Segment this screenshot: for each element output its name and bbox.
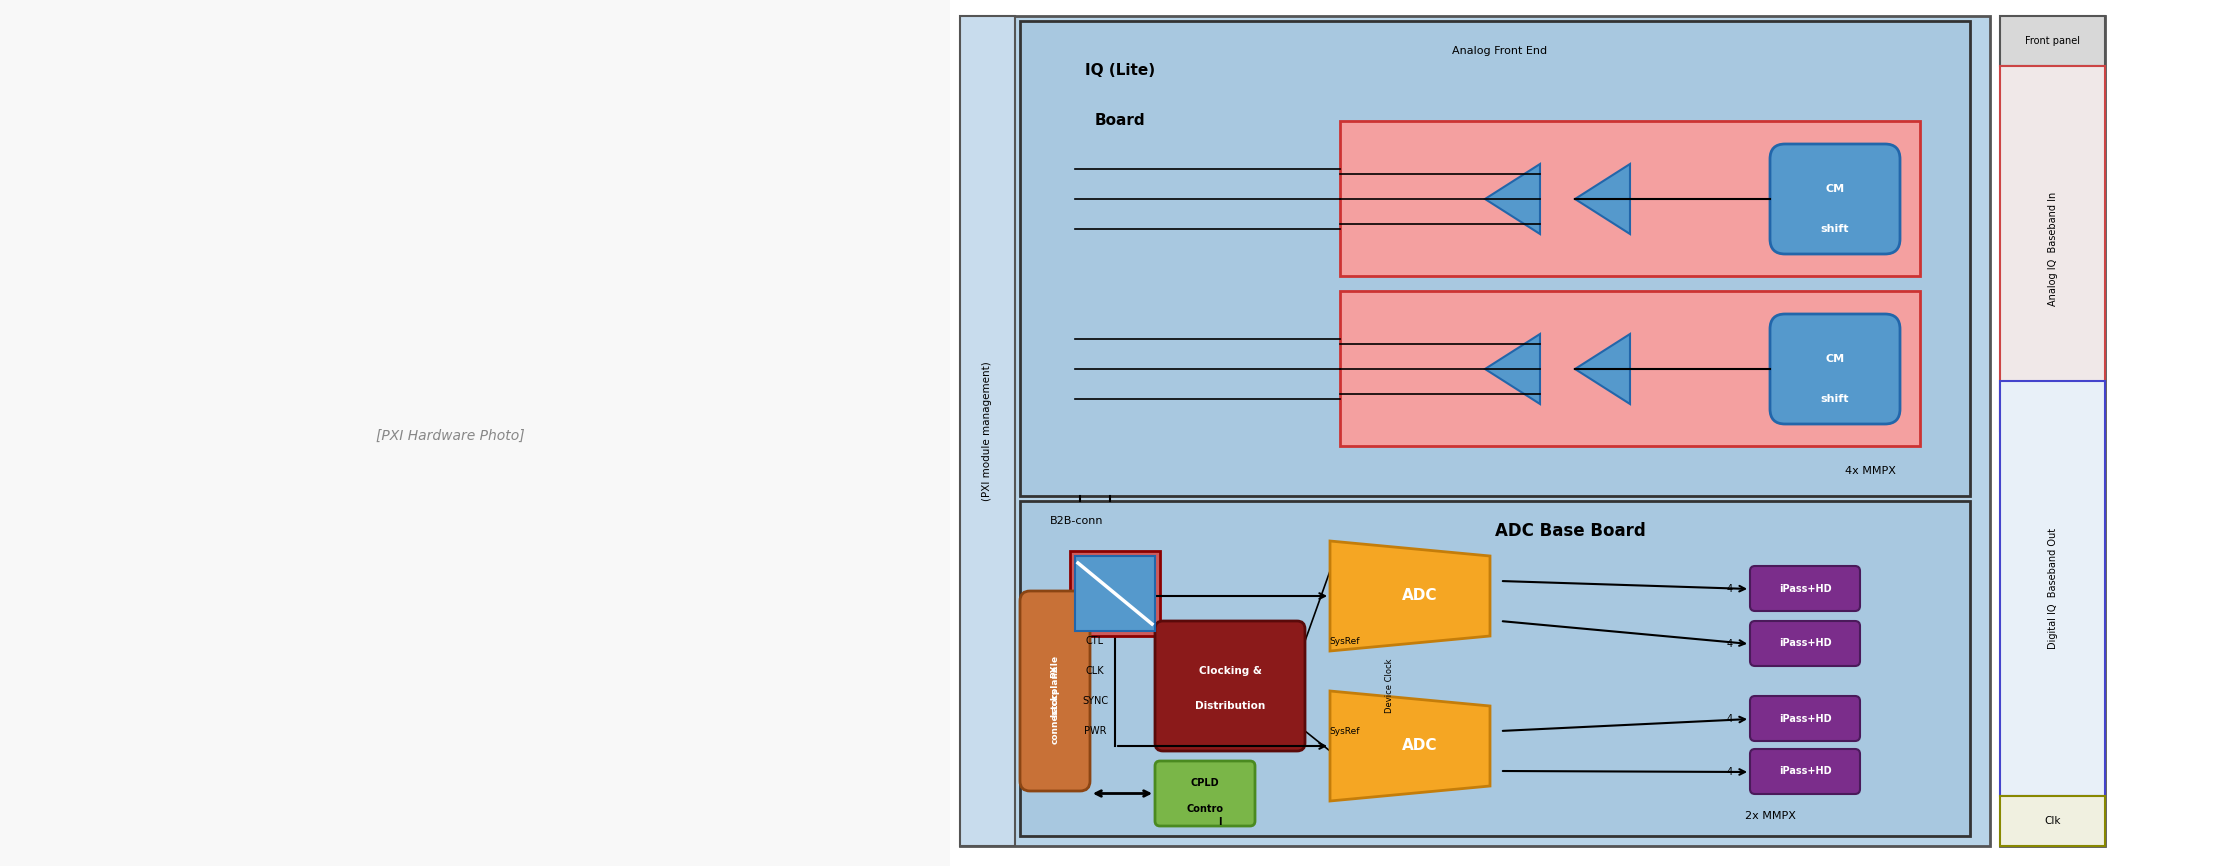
Text: B2B-conn: B2B-conn: [1050, 516, 1104, 526]
Text: 4: 4: [1726, 767, 1733, 777]
Text: shift: shift: [1822, 224, 1848, 234]
Text: SysRef: SysRef: [1330, 727, 1361, 735]
Polygon shape: [1330, 541, 1489, 651]
FancyBboxPatch shape: [1771, 314, 1899, 424]
Text: CM: CM: [1826, 184, 1844, 194]
Text: ADC Base Board: ADC Base Board: [1494, 522, 1644, 540]
Text: ADC: ADC: [1403, 589, 1438, 604]
Text: 4: 4: [1726, 639, 1733, 649]
Text: connectors: connectors: [1050, 688, 1059, 744]
Text: Distribution: Distribution: [1194, 701, 1265, 711]
Bar: [1075, 556, 1155, 631]
Text: backplane: backplane: [1050, 665, 1059, 717]
Text: 4x MMPX: 4x MMPX: [1844, 466, 1895, 476]
Text: Contro: Contro: [1186, 804, 1223, 813]
Text: 4: 4: [1726, 714, 1733, 724]
Text: iPass+HD: iPass+HD: [1779, 766, 1830, 777]
Bar: [1019, 21, 1970, 496]
Text: Front panel: Front panel: [2025, 36, 2081, 46]
Bar: [1341, 291, 1919, 446]
Bar: [2001, 381, 2105, 796]
FancyBboxPatch shape: [1155, 761, 1254, 826]
Polygon shape: [1485, 334, 1540, 404]
Polygon shape: [1330, 691, 1489, 801]
Polygon shape: [1576, 334, 1631, 404]
Text: 4: 4: [1726, 584, 1733, 594]
Bar: [960, 16, 1015, 846]
FancyBboxPatch shape: [1019, 591, 1090, 791]
Text: iPass+HD: iPass+HD: [1779, 638, 1830, 649]
Text: PXIe: PXIe: [1050, 655, 1059, 677]
Text: SysRef: SysRef: [1330, 637, 1361, 645]
Text: Analog IQ  Baseband In: Analog IQ Baseband In: [2048, 191, 2056, 306]
FancyBboxPatch shape: [1751, 566, 1859, 611]
Text: PWR: PWR: [1084, 726, 1106, 736]
FancyBboxPatch shape: [1751, 749, 1859, 794]
Bar: [2001, 16, 2105, 846]
Polygon shape: [1576, 164, 1631, 234]
Text: iPass+HD: iPass+HD: [1779, 584, 1830, 593]
Bar: [2001, 66, 2105, 431]
Text: Clk: Clk: [2043, 816, 2061, 826]
FancyBboxPatch shape: [1751, 621, 1859, 666]
Text: Analog Front End: Analog Front End: [1451, 46, 1547, 56]
Bar: [960, 16, 1990, 846]
Text: [PXI Hardware Photo]: [PXI Hardware Photo]: [377, 429, 525, 443]
Text: l: l: [1219, 817, 1221, 827]
Bar: [2001, 16, 2105, 66]
Text: CM: CM: [1826, 354, 1844, 364]
Text: CLK: CLK: [1086, 666, 1104, 676]
FancyBboxPatch shape: [1771, 144, 1899, 254]
Text: iPass+HD: iPass+HD: [1779, 714, 1830, 723]
Text: Board: Board: [1095, 113, 1146, 128]
Text: ADC: ADC: [1403, 739, 1438, 753]
Text: CTL: CTL: [1086, 636, 1104, 646]
Bar: [1341, 121, 1919, 276]
Text: IQ (Lite): IQ (Lite): [1086, 63, 1155, 79]
FancyBboxPatch shape: [1155, 621, 1305, 751]
FancyBboxPatch shape: [1751, 696, 1859, 741]
Bar: [1070, 551, 1159, 636]
Text: 2x MMPX: 2x MMPX: [1744, 811, 1795, 821]
Bar: [0, 0, 951, 866]
Text: (PXI module management): (PXI module management): [982, 361, 993, 501]
Bar: [2001, 796, 2105, 846]
Polygon shape: [1485, 164, 1540, 234]
Text: Clocking &: Clocking &: [1199, 666, 1261, 676]
Text: CPLD: CPLD: [1190, 779, 1219, 789]
Bar: [1019, 501, 1970, 836]
Text: Device Clock: Device Clock: [1385, 659, 1394, 714]
Text: Digital IQ  Baseband Out: Digital IQ Baseband Out: [2048, 528, 2056, 649]
Text: shift: shift: [1822, 394, 1848, 404]
Text: SYNC: SYNC: [1081, 696, 1108, 706]
